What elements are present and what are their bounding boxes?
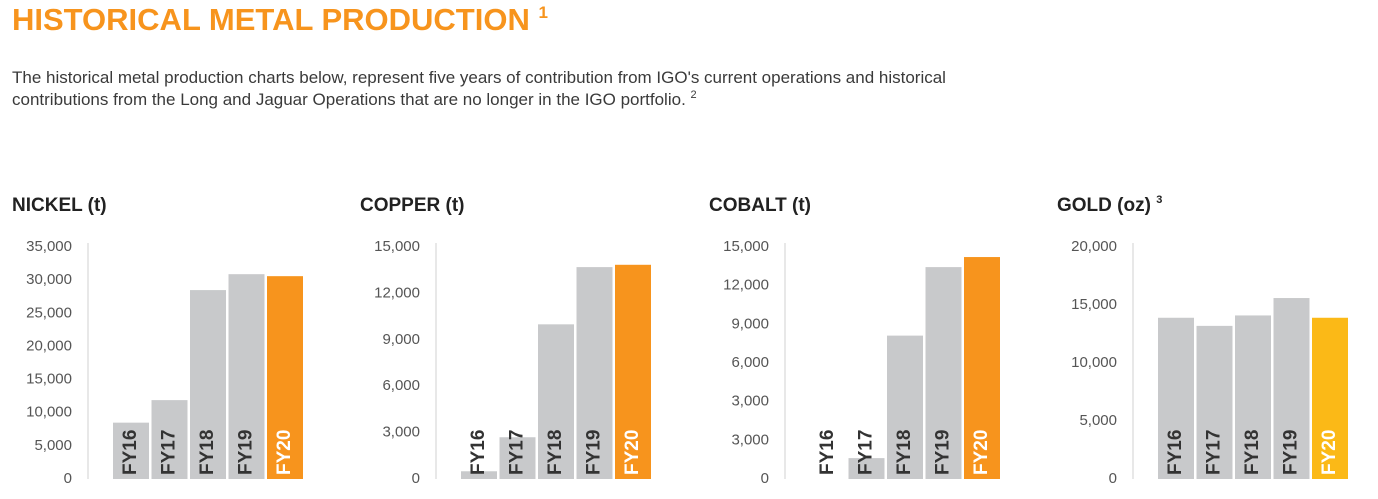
y-tick-label: 6,000	[731, 354, 769, 371]
bar	[615, 264, 651, 479]
page-title: HISTORICAL METAL PRODUCTION 1	[12, 2, 548, 37]
y-tick-label: 10,000	[1071, 354, 1117, 371]
intro-text: contributions from the Long and Jaguar O…	[12, 90, 686, 109]
y-tick-label: 3,000	[731, 431, 769, 448]
bar	[848, 458, 885, 479]
y-tick-label: 5,000	[1079, 412, 1117, 429]
title-text: HISTORICAL METAL PRODUCTION	[12, 2, 530, 37]
bar	[499, 437, 536, 479]
bar-category-label: FY20	[274, 430, 295, 475]
chart-title-text: GOLD (oz)	[1057, 195, 1151, 216]
chart-title: NICKEL (t)	[12, 195, 107, 216]
y-tick-label: 0	[64, 470, 72, 487]
y-tick-label: 20,000	[1071, 238, 1117, 255]
bar-category-label: FY19	[236, 430, 257, 475]
chart-title-text: NICKEL (t)	[12, 195, 107, 216]
title-note: 1	[538, 3, 547, 22]
bar	[1235, 315, 1271, 479]
bar	[190, 290, 226, 479]
y-tick-label: 30,000	[26, 271, 72, 288]
chart-title: GOLD (oz) 3	[1057, 194, 1162, 216]
y-tick-label: 15,000	[723, 238, 769, 255]
chart-title: COBALT (t)	[709, 195, 811, 216]
y-tick-label: 15,000	[1071, 296, 1117, 313]
bar-category-label: FY19	[584, 430, 605, 475]
y-tick-label: 0	[761, 470, 769, 487]
y-tick-label: 12,000	[374, 284, 420, 301]
y-tick-label: 6,000	[382, 377, 420, 394]
bar-category-label: FY20	[1319, 430, 1340, 475]
y-tick-label: 25,000	[26, 304, 72, 321]
bar-category-label: FY19	[933, 430, 954, 475]
bar-category-label: FY16	[1165, 430, 1186, 475]
y-tick-label: 9,000	[382, 331, 420, 348]
bar-category-label: FY17	[507, 430, 528, 475]
y-tick-label: 3,000	[382, 424, 420, 441]
bar	[925, 267, 962, 479]
bar-category-label: FY18	[1242, 430, 1263, 475]
y-tick-label: 20,000	[26, 337, 72, 354]
bar	[151, 400, 188, 479]
y-tick-label: 15,000	[26, 371, 72, 388]
chart-title-text: COBALT (t)	[709, 195, 811, 216]
y-tick-label: 15,000	[374, 238, 420, 255]
y-tick-label: 12,000	[723, 277, 769, 294]
bar	[1158, 317, 1194, 479]
bar	[1196, 325, 1233, 479]
bar-category-label: FY20	[622, 430, 643, 475]
bar-category-label: FY18	[197, 430, 218, 475]
bar	[461, 471, 497, 479]
bar	[1273, 298, 1310, 479]
bar	[113, 422, 149, 479]
y-tick-label: 10,000	[26, 404, 72, 421]
chart-title-text: COPPER (t)	[360, 195, 465, 216]
bar	[887, 335, 923, 479]
bar	[538, 324, 574, 479]
bar-category-label: FY17	[159, 430, 180, 475]
intro-line: The historical metal production charts b…	[12, 68, 946, 87]
chart-title: COPPER (t)	[360, 195, 465, 216]
bar-category-label: FY18	[894, 430, 915, 475]
bar-category-label: FY18	[545, 430, 566, 475]
bar-category-label: FY16	[468, 430, 489, 475]
y-tick-label: 9,000	[731, 315, 769, 332]
bar-category-label: FY20	[971, 430, 992, 475]
y-tick-label: 5,000	[34, 437, 72, 454]
y-tick-label: 0	[1109, 470, 1117, 487]
bar	[267, 276, 303, 479]
intro-line: contributions from the Long and Jaguar O…	[12, 89, 697, 109]
bar	[228, 274, 265, 479]
bar-category-label: FY17	[856, 430, 877, 475]
chart-title-note: 3	[1156, 194, 1162, 206]
bar	[576, 267, 613, 479]
bar-category-label: FY19	[1281, 430, 1302, 475]
y-tick-label: 35,000	[26, 238, 72, 255]
bar-category-label: FY16	[120, 430, 141, 475]
y-tick-label: 0	[412, 470, 420, 487]
bar-category-label: FY17	[1204, 430, 1225, 475]
bar	[964, 257, 1000, 479]
bar-category-label: FY16	[817, 430, 838, 475]
y-tick-label: 3,000	[731, 393, 769, 410]
bar	[1312, 317, 1348, 479]
intro-note: 2	[691, 89, 697, 101]
